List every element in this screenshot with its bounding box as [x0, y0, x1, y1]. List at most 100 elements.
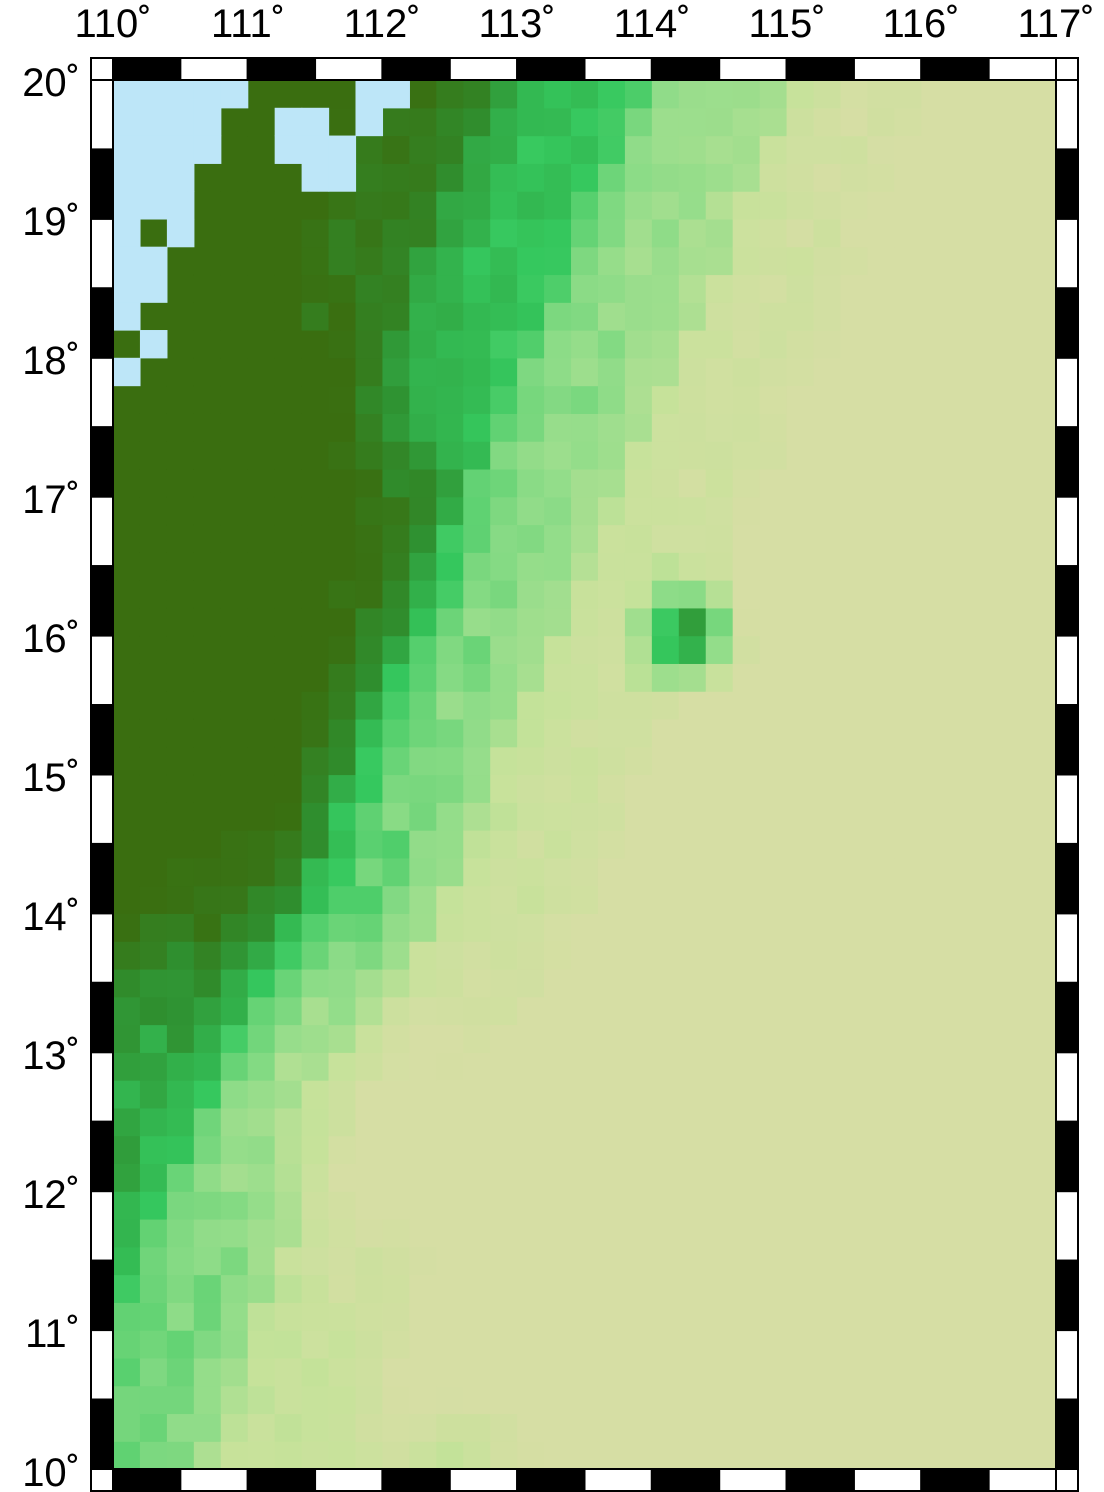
raster-cell — [220, 857, 249, 887]
raster-cell — [355, 218, 384, 248]
raster-cell — [786, 607, 815, 637]
raster-cell — [759, 802, 788, 831]
raster-cell — [1029, 1163, 1057, 1192]
raster-cell — [274, 524, 303, 553]
raster-cell — [409, 913, 437, 942]
raster-cell — [651, 552, 680, 581]
raster-cell — [651, 1274, 680, 1303]
land-cell — [139, 107, 168, 137]
raster-cell — [247, 774, 276, 803]
frame-segment-top — [852, 57, 923, 81]
frame-segment-left — [90, 495, 114, 568]
raster-cell — [948, 1274, 976, 1303]
raster-cell — [732, 663, 761, 692]
raster-cell — [975, 802, 1003, 831]
raster-cell — [571, 635, 599, 664]
raster-cell — [301, 1246, 330, 1276]
raster-cell — [948, 496, 976, 526]
land-cell — [113, 302, 141, 331]
raster-cell — [921, 718, 949, 748]
raster-cell — [975, 941, 1003, 970]
raster-cell — [597, 468, 626, 498]
raster-cell — [355, 1135, 384, 1165]
raster-cell — [139, 1274, 168, 1303]
raster-cell — [409, 1107, 437, 1137]
raster-cell — [544, 1163, 572, 1192]
raster-cell — [490, 385, 518, 414]
frame-segment-right — [1055, 356, 1079, 429]
raster-cell — [732, 746, 761, 776]
raster-cell — [166, 385, 195, 414]
raster-cell — [1002, 552, 1030, 581]
raster-cell — [651, 246, 680, 276]
raster-cell — [867, 996, 895, 1026]
raster-cell — [705, 1413, 734, 1442]
raster-cell — [301, 302, 330, 331]
raster-cell — [274, 1163, 303, 1192]
raster-cell — [355, 1107, 384, 1137]
raster-cell — [382, 135, 410, 164]
land-cell — [113, 218, 141, 248]
raster-cell — [948, 524, 976, 553]
raster-cell — [544, 941, 572, 970]
raster-cell — [732, 913, 761, 942]
raster-cell — [490, 1163, 518, 1192]
raster-cell — [651, 1413, 680, 1442]
frame-segment-bottom — [852, 1468, 923, 1492]
frame-corner — [1055, 1468, 1079, 1492]
raster-cell — [490, 1274, 518, 1303]
raster-cell — [732, 191, 761, 220]
raster-cell — [786, 802, 815, 831]
raster-cell — [382, 968, 410, 998]
raster-cell — [193, 1246, 222, 1276]
raster-cell — [274, 830, 303, 859]
raster-cell — [948, 1302, 976, 1331]
raster-cell — [1029, 441, 1057, 470]
raster-cell — [1002, 357, 1030, 387]
raster-cell — [894, 524, 922, 553]
raster-cell — [247, 885, 276, 914]
raster-cell — [678, 1441, 707, 1470]
raster-cell — [139, 913, 168, 942]
raster-cell — [948, 1163, 976, 1192]
raster-cell — [113, 996, 141, 1026]
raster-cell — [328, 413, 357, 442]
raster-cell — [220, 274, 249, 303]
raster-cell — [759, 385, 788, 414]
raster-cell — [678, 441, 707, 470]
raster-cell — [544, 330, 572, 359]
raster-cell — [463, 441, 491, 470]
raster-cell — [436, 1191, 464, 1220]
raster-cell — [786, 191, 815, 220]
raster-cell — [544, 1302, 572, 1331]
raster-cell — [517, 107, 545, 137]
raster-cell — [1002, 1441, 1030, 1470]
raster-cell — [436, 163, 464, 192]
raster-cell — [139, 1441, 168, 1470]
raster-cell — [220, 663, 249, 692]
raster-cell — [813, 635, 842, 664]
raster-cell — [651, 1107, 680, 1137]
raster-cell — [705, 468, 734, 498]
raster-cell — [651, 524, 680, 553]
raster-cell — [193, 996, 222, 1026]
raster-cell — [624, 913, 653, 942]
raster-cell — [113, 802, 141, 831]
raster-cell — [867, 1274, 895, 1303]
raster-cell — [517, 496, 545, 526]
frame-segment-right — [1055, 981, 1079, 1054]
raster-cell — [355, 524, 384, 553]
raster-cell — [436, 496, 464, 526]
raster-cell — [544, 718, 572, 748]
raster-cell — [894, 441, 922, 470]
raster-cell — [1002, 607, 1030, 637]
lat-tick-label: 20˚ — [22, 61, 80, 105]
raster-cell — [382, 385, 410, 414]
raster-cell — [1029, 774, 1057, 803]
land-cell — [328, 135, 357, 164]
raster-cell — [1029, 746, 1057, 776]
raster-cell — [894, 274, 922, 303]
raster-cell — [409, 218, 437, 248]
raster-cell — [301, 1330, 330, 1359]
raster-cell — [678, 135, 707, 164]
